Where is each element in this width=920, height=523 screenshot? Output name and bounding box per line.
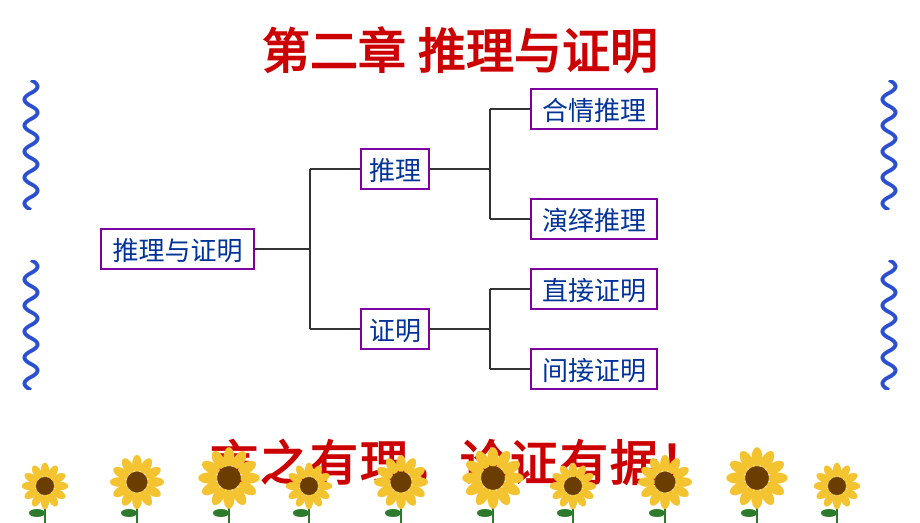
- sunflower-icon: [196, 445, 262, 523]
- sunflower-icon: [460, 445, 526, 523]
- node-b: 演绎推理: [530, 198, 658, 240]
- sunflower-border: [0, 458, 920, 518]
- tree-diagram: 推理与证明 推理证明 合情推理演绎推理直接证明间接证明: [100, 78, 750, 398]
- sunflower-icon: [108, 453, 166, 523]
- page-title: 第二章 推理与证明: [0, 12, 920, 82]
- node-d: 间接证明: [530, 348, 658, 390]
- squiggle-decor: [874, 80, 904, 210]
- node-root: 推理与证明: [100, 228, 255, 270]
- node-a: 合情推理: [530, 88, 658, 130]
- sunflower-icon: [20, 461, 70, 523]
- node-proof: 证明: [360, 308, 430, 350]
- node-c: 直接证明: [530, 268, 658, 310]
- squiggle-decor: [16, 80, 46, 210]
- sunflower-icon: [724, 445, 790, 523]
- sunflower-icon: [636, 453, 694, 523]
- sunflower-icon: [284, 461, 334, 523]
- sunflower-icon: [548, 461, 598, 523]
- node-reason: 推理: [360, 148, 430, 190]
- squiggle-decor: [16, 260, 46, 390]
- sunflower-icon: [372, 453, 430, 523]
- squiggle-decor: [874, 260, 904, 390]
- sunflower-icon: [812, 461, 862, 523]
